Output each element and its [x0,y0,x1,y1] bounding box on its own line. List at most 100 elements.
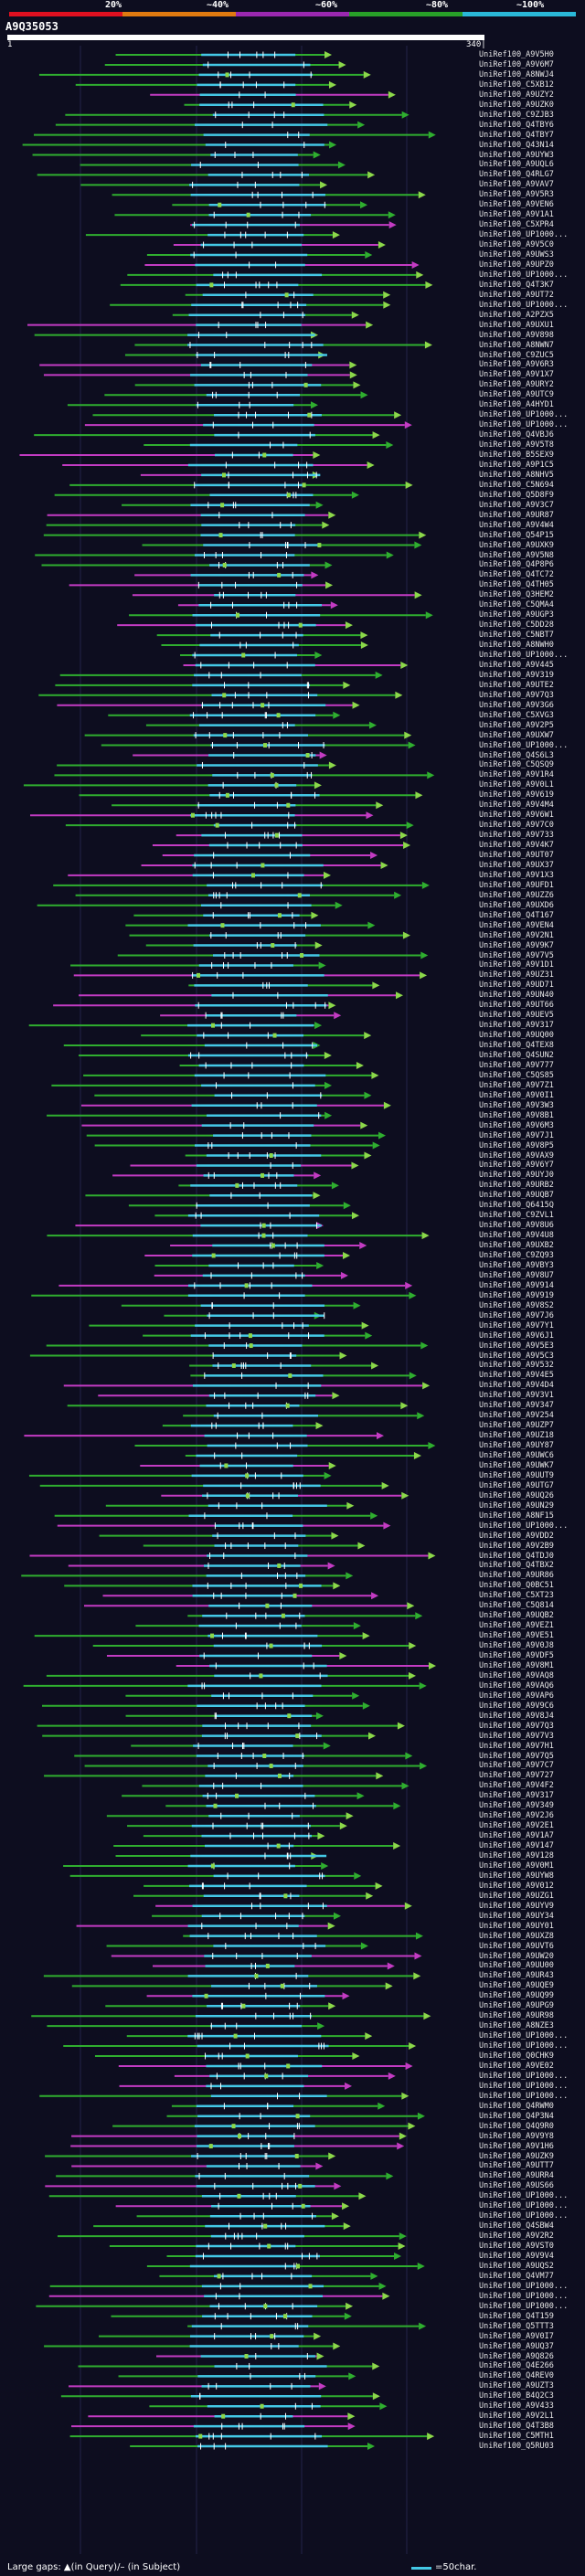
hit-label[interactable]: UniRef100_A9UXW7 [479,730,554,740]
hit-label[interactable]: UniRef100_Q4REV0 [479,2371,554,2381]
hit-label[interactable]: UniRef100_A9V4U8 [479,1231,554,1241]
hit-label[interactable]: UniRef100_A9UXZ8 [479,1931,554,1941]
hit-label[interactable]: UniRef100_A9UXU1 [479,320,554,330]
hit-label[interactable]: UniRef100_A9V727 [479,1771,554,1781]
hit-label[interactable]: UniRef100_C5MTH1 [479,2432,554,2442]
hit-label[interactable]: UniRef100_Q6415Q [479,1201,554,1211]
hit-label[interactable]: UniRef100_A9UN29 [479,1500,554,1511]
hit-label[interactable]: UniRef100_A9UT66 [479,1001,554,1011]
hit-label[interactable]: UniRef100_A9UZ18 [479,1431,554,1441]
hit-label[interactable]: UniRef100_A9VEN6 [479,200,554,210]
hit-label[interactable]: UniRef100_A9UY34 [479,1911,554,1921]
hit-label[interactable]: UniRef100_A9VAX9 [479,1150,554,1161]
hit-label[interactable]: UniRef100_A9V914 [479,1280,554,1290]
hit-label[interactable]: UniRef100_A9V5E3 [479,1341,554,1351]
hit-label[interactable]: UniRef100_Q4TBY6 [479,120,554,130]
hit-label[interactable]: UniRef100_A9V1H6 [479,2141,554,2151]
hit-label[interactable]: UniRef100_A9VE02 [479,2061,554,2071]
hit-label[interactable]: UniRef100_UP1000... [479,2291,569,2301]
hit-label[interactable]: UniRef100_UP1000... [479,2201,569,2211]
hit-label[interactable]: UniRef100_A9UXD6 [479,900,554,910]
hit-label[interactable]: UniRef100_UP1000... [479,2211,569,2221]
hit-label[interactable]: UniRef100_A9UYV9 [479,1901,554,1911]
hit-label[interactable]: UniRef100_A9UPG9 [479,2001,554,2011]
hit-label[interactable]: UniRef100_A9V9C6 [479,1701,554,1711]
hit-label[interactable]: UniRef100_A9UQB7 [479,1191,554,1201]
hit-label[interactable]: UniRef100_A9UD71 [479,981,554,991]
hit-label[interactable]: UniRef100_C9ZJB3 [479,110,554,120]
hit-label[interactable]: UniRef100_UP1000... [479,651,569,660]
hit-label[interactable]: UniRef100_A9V5H0 [479,50,554,59]
hit-label[interactable]: UniRef100_A9V1D1 [479,960,554,970]
hit-label[interactable]: UniRef100_A9UN40 [479,991,554,1001]
hit-label[interactable]: UniRef100_UP1000... [479,230,569,240]
hit-label[interactable]: UniRef100_Q4RLG7 [479,170,554,180]
hit-label[interactable]: UniRef100_UP1000... [479,300,569,310]
hit-label[interactable]: UniRef100_A9VAQ6 [479,1680,554,1691]
hit-label[interactable]: UniRef100_Q4TEX8 [479,1041,554,1051]
hit-label[interactable]: UniRef100_A9V8B1 [479,1110,554,1120]
hit-label[interactable]: UniRef100_C5XT23 [479,1591,554,1601]
hit-label[interactable]: UniRef100_A9V8M1 [479,1660,554,1670]
hit-label[interactable]: UniRef100_A9VBY3 [479,1260,554,1270]
hit-label[interactable]: UniRef100_A9UYW8 [479,1871,554,1881]
hit-label[interactable]: UniRef100_UP1000... [479,2281,569,2291]
hit-label[interactable]: UniRef100_Q5TTT3 [479,2321,554,2331]
hit-label[interactable]: UniRef100_A9V2P5 [479,720,554,730]
hit-label[interactable]: UniRef100_Q54P15 [479,530,554,540]
hit-label[interactable]: UniRef100_A9V6J1 [479,1330,554,1341]
hit-label[interactable]: UniRef100_A9V2L1 [479,2412,554,2422]
hit-label[interactable]: UniRef100_Q4TBY7 [479,130,554,140]
hit-label[interactable]: UniRef100_A9V733 [479,831,554,841]
hit-label[interactable]: UniRef100_A9V3G6 [479,700,554,710]
hit-label[interactable]: UniRef100_A9UZY2 [479,90,554,100]
hit-label[interactable]: UniRef100_A9UTG7 [479,1480,554,1490]
hit-label[interactable]: UniRef100_A9V1A7 [479,1831,554,1841]
hit-label[interactable]: UniRef100_UP1000... [479,2301,569,2311]
hit-label[interactable]: UniRef100_A9V4M4 [479,800,554,811]
hit-label[interactable]: UniRef100_Q4P3N4 [479,2111,554,2121]
hit-label[interactable]: UniRef100_A9V7H1 [479,1741,554,1751]
hit-label[interactable]: UniRef100_A9UZK0 [479,100,554,110]
hit-label[interactable]: UniRef100_UP1000... [479,410,569,420]
hit-label[interactable]: UniRef100_A9V012 [479,1881,554,1891]
hit-label[interactable]: UniRef100_C5XVG3 [479,710,554,720]
hit-label[interactable]: UniRef100_C5Q814 [479,1601,554,1611]
hit-label[interactable]: UniRef100_A9V6R3 [479,360,554,370]
hit-label[interactable]: UniRef100_A9V7V3 [479,1731,554,1741]
hit-label[interactable]: UniRef100_A9V317 [479,1791,554,1801]
hit-label[interactable]: UniRef100_A9UFD1 [479,880,554,890]
hit-label[interactable]: UniRef100_A9V7V5 [479,950,554,960]
hit-label[interactable]: UniRef100_Q5RU03 [479,2442,554,2452]
hit-label[interactable]: UniRef100_A9Q826 [479,2351,554,2361]
hit-label[interactable]: UniRef100_UP1000... [479,2091,569,2101]
hit-label[interactable]: UniRef100_A9V7Q3 [479,690,554,700]
hit-label[interactable]: UniRef100_A9V1X3 [479,870,554,880]
hit-label[interactable]: UniRef100_C9ZQ93 [479,1251,554,1260]
hit-label[interactable]: UniRef100_A9V319 [479,670,554,680]
hit-label[interactable]: UniRef100_A9V8U7 [479,1270,554,1280]
hit-label[interactable]: UniRef100_A9V5R3 [479,190,554,200]
hit-label[interactable]: UniRef100_UP1000... [479,1521,569,1531]
hit-label[interactable]: UniRef100_A9URR4 [479,2171,554,2181]
hit-label[interactable]: UniRef100_A8NZE3 [479,2021,554,2031]
hit-label[interactable]: UniRef100_A9V5C0 [479,240,554,250]
hit-label[interactable]: UniRef100_A9URY2 [479,380,554,390]
hit-label[interactable]: UniRef100_A9VEZ1 [479,1621,554,1631]
hit-label[interactable]: UniRef100_Q4VM77 [479,2271,554,2281]
hit-label[interactable]: UniRef100_A8NF15 [479,1511,554,1521]
hit-label[interactable]: UniRef100_A9UXB2 [479,1241,554,1251]
hit-label[interactable]: UniRef100_A9UR86 [479,1571,554,1581]
hit-label[interactable]: UniRef100_A9V4K7 [479,841,554,851]
hit-label[interactable]: UniRef100_Q3HEM2 [479,590,554,600]
hit-label[interactable]: UniRef100_A9V8S2 [479,1300,554,1310]
hit-label[interactable]: UniRef100_A9V2R2 [479,2231,554,2242]
hit-label[interactable]: UniRef100_A8NWN7 [479,340,554,350]
hit-label[interactable]: UniRef100_A9V317 [479,1021,554,1031]
hit-label[interactable]: UniRef100_A9UQ37 [479,2341,554,2351]
hit-label[interactable]: UniRef100_C5QSQ9 [479,760,554,770]
hit-label[interactable]: UniRef100_A9UWK7 [479,1460,554,1470]
hit-label[interactable]: UniRef100_A9UEV5 [479,1011,554,1021]
hit-label[interactable]: UniRef100_A9V9V4 [479,2252,554,2261]
hit-label[interactable]: UniRef100_A9V4F2 [479,1781,554,1791]
